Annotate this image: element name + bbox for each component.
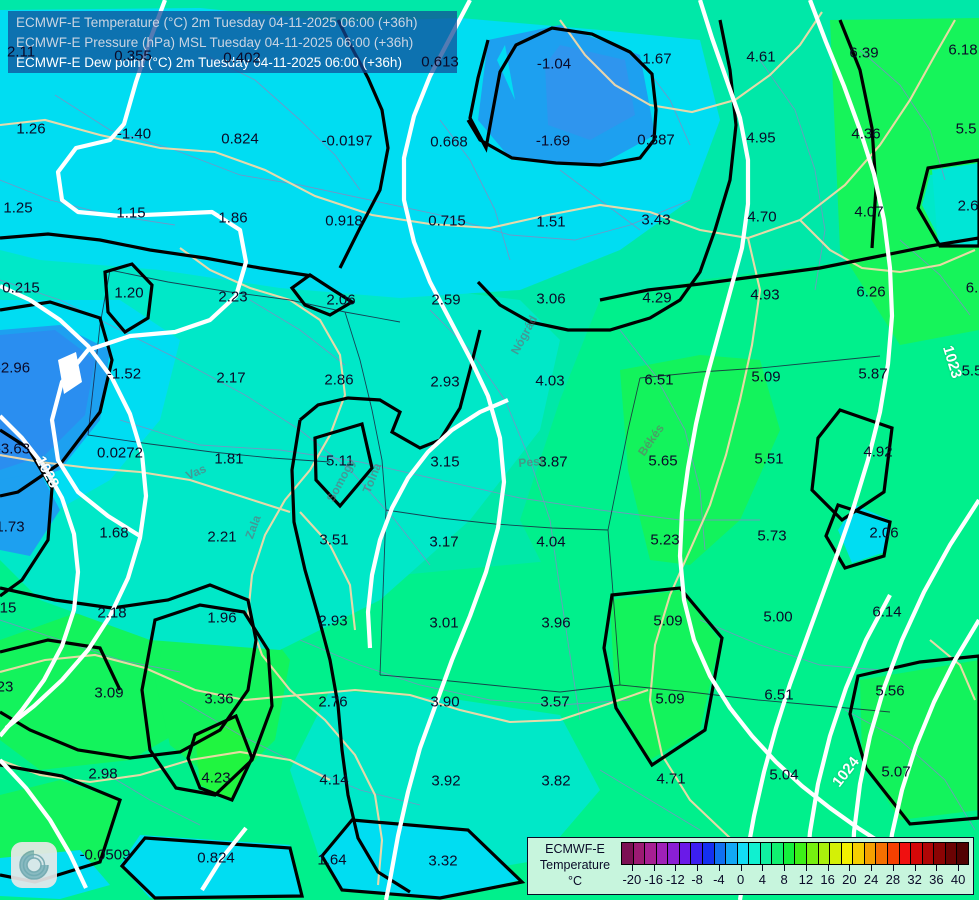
colorbar-tick: [892, 865, 894, 871]
colorbar-tick: [653, 865, 655, 871]
colorbar-swatch: [899, 843, 912, 864]
colorbar-swatch: [702, 843, 715, 864]
colorbar-tick-label: 40: [950, 872, 966, 887]
colorbar-swatch: [957, 843, 968, 864]
colorbar-swatch: [795, 843, 807, 864]
colorbar-tick: [849, 865, 851, 871]
colorbar-swatch: [876, 843, 888, 864]
colorbar-swatch: [911, 843, 923, 864]
colorbar-tick-label: -12: [665, 872, 685, 887]
colorbar-swatch: [945, 843, 958, 864]
colorbar-tick-label: 32: [907, 872, 922, 887]
legend-title-line2: Temperature: [539, 858, 611, 872]
colorbar-tick-label: 24: [863, 872, 879, 887]
legend-caption: ECMWF-E Temperature °C: [534, 841, 616, 889]
colorbar-tick-label: -20: [622, 872, 642, 887]
colorbar-tick: [936, 865, 938, 871]
colorbar-tick-label: 0: [737, 872, 745, 887]
colorbar-tick: [958, 865, 960, 871]
colorbar-tick: [871, 865, 873, 871]
colorbar-swatch: [645, 843, 657, 864]
colorbar-tick-label: -4: [713, 872, 725, 887]
legend-unit: °C: [567, 874, 583, 888]
colorbar-swatch: [772, 843, 784, 864]
colorbar-swatch: [714, 843, 727, 864]
colorbar-swatch: [853, 843, 865, 864]
colorbar-tick-labels: -20 -16 -12 -8 -4 0 4 8 12 16 20 24 28 32 36 40: [621, 872, 969, 890]
colorbar-swatch: [633, 843, 646, 864]
colorbar-swatch: [622, 843, 634, 864]
spiral-icon: [19, 848, 51, 880]
title-line-pressure: ECMWF-E Pressure (hPa) MSL Tuesday 04-11…: [16, 35, 414, 50]
brand-logo-watermark: [11, 842, 57, 888]
colorbar-tick: [762, 865, 764, 871]
colorbar-tick: [631, 865, 633, 871]
colorbar-swatch: [887, 843, 900, 864]
colorbar-swatch: [656, 843, 669, 864]
colorbar-tick: [675, 865, 677, 871]
title-line-dewpoint: ECMWF-E Dew point (°C) 2m Tuesday 04-11-…: [16, 55, 402, 70]
colorbar-swatch: [934, 843, 946, 864]
colorbar-swatch: [737, 843, 750, 864]
colorbar-tick-label: 20: [842, 872, 857, 887]
colorbar-tick-label: 16: [820, 872, 835, 887]
colorbar-tick: [697, 865, 699, 871]
colorbar-tick-label: 8: [780, 872, 788, 887]
temperature-colorbar-legend[interactable]: ECMWF-E Temperature °C -20 -16 -12 -8 -4 0 4 8 1…: [527, 837, 974, 895]
colorbar-tick: [784, 865, 786, 871]
colorbar-swatch: [760, 843, 773, 864]
colorbar-swatch: [783, 843, 796, 864]
colorbar-swatch: [726, 843, 738, 864]
colorbar-swatch: [864, 843, 877, 864]
colorbar-swatch: [749, 843, 761, 864]
colorbar-tick-label: 28: [885, 872, 901, 887]
colorbar-swatch: [691, 843, 703, 864]
colorbar-swatch: [668, 843, 680, 864]
colorbar-tick: [740, 865, 742, 871]
title-line-temperature: ECMWF-E Temperature (°C) 2m Tuesday 04-1…: [16, 15, 418, 30]
colorbar-swatch: [841, 843, 854, 864]
colorbar-tick-label: 12: [798, 872, 814, 887]
colorbar-tick-label: 4: [758, 872, 766, 887]
colorbar-tick: [914, 865, 916, 871]
colorbar-tick: [718, 865, 720, 871]
colorbar-tick-label: -16: [644, 872, 664, 887]
colorbar-tick-label: -8: [691, 872, 703, 887]
map-title-overlay: ECMWF-E Temperature (°C) 2m Tuesday 04-1…: [8, 11, 457, 73]
colorbar-ticks: [621, 865, 969, 872]
colorbar-tick-label: 36: [929, 872, 944, 887]
colorbar-swatch: [807, 843, 819, 864]
colorbar-swatch: [922, 843, 935, 864]
colorbar-swatch: [679, 843, 692, 864]
legend-title-line1: ECMWF-E: [545, 842, 605, 856]
colorbar-swatch: [818, 843, 831, 864]
colorbar-tick: [805, 865, 807, 871]
colorbar-swatch: [830, 843, 842, 864]
colorbar-tick: [827, 865, 829, 871]
colorbar-swatches: [621, 842, 969, 865]
